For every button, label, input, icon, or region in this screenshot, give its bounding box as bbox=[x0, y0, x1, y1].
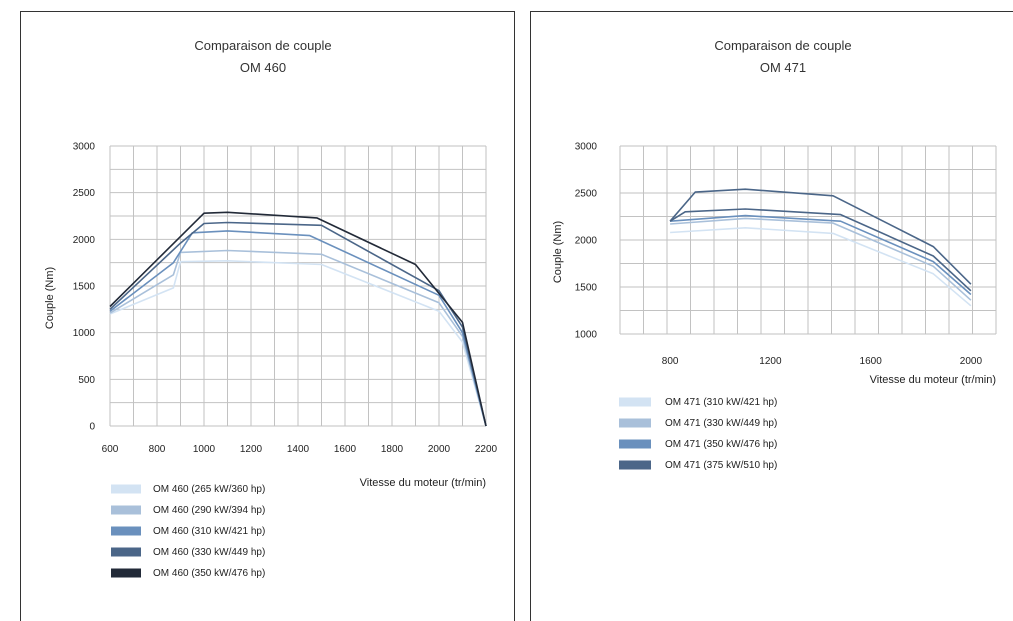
y-tick-label: 1500 bbox=[575, 283, 598, 294]
legend-label: OM 471 (330 kW/449 hp) bbox=[665, 418, 777, 429]
y-tick-label: 500 bbox=[78, 375, 95, 386]
legend-swatch bbox=[619, 418, 651, 428]
series-line bbox=[670, 217, 972, 301]
y-tick-label: 1000 bbox=[575, 330, 598, 341]
y-tick-label: 3000 bbox=[73, 142, 96, 153]
chart-subtitle: OM 460 bbox=[240, 60, 286, 75]
legend-label: OM 460 (330 kW/449 hp) bbox=[153, 547, 265, 558]
legend-label: OM 460 (350 kW/476 hp) bbox=[153, 568, 265, 579]
series-line bbox=[109, 260, 487, 427]
x-tick-label: 800 bbox=[149, 444, 166, 455]
legend-swatch bbox=[619, 439, 651, 449]
legend-label: OM 460 (290 kW/394 hp) bbox=[153, 505, 265, 516]
y-axis-label: Couple (Nm) bbox=[552, 221, 564, 283]
legend-label: OM 460 (265 kW/360 hp) bbox=[153, 484, 265, 495]
x-tick-label: 1200 bbox=[759, 356, 782, 367]
chart-subtitle: OM 471 bbox=[760, 60, 806, 75]
y-tick-label: 2500 bbox=[575, 189, 598, 200]
series-line bbox=[109, 211, 487, 427]
legend-swatch bbox=[111, 526, 141, 536]
x-tick-label: 1000 bbox=[193, 444, 216, 455]
chart-om471: Comparaison de couple OM 471 1000 1500 200… bbox=[552, 38, 997, 471]
legend-swatch bbox=[111, 547, 141, 557]
x-tick-label: 1400 bbox=[287, 444, 310, 455]
x-axis-label: Vitesse du moteur (tr/min) bbox=[870, 374, 996, 386]
y-tick-label: 0 bbox=[89, 422, 95, 433]
x-tick-label: 2000 bbox=[960, 356, 983, 367]
series-line bbox=[109, 230, 487, 427]
y-tick-label: 2500 bbox=[73, 188, 96, 199]
legend-label: OM 471 (310 kW/421 hp) bbox=[665, 397, 777, 408]
x-tick-label: 600 bbox=[102, 444, 119, 455]
series-line bbox=[109, 249, 487, 427]
series-line bbox=[670, 227, 972, 307]
chart-panel-om460: Comparaison de couple OM 460 0 500 1000 150… bbox=[20, 11, 515, 621]
legend-swatch bbox=[619, 397, 651, 407]
series-line bbox=[669, 188, 972, 285]
chart-om460: Comparaison de couple OM 460 0 500 1000 150… bbox=[44, 38, 498, 579]
legend-label: OM 471 (350 kW/476 hp) bbox=[665, 439, 777, 450]
legend-label: OM 471 (375 kW/510 hp) bbox=[665, 460, 777, 471]
chart-title: Comparaison de couple bbox=[194, 38, 331, 53]
x-tick-label: 1800 bbox=[381, 444, 404, 455]
chart-panel-om471: Comparaison de couple OM 471 1000 1500 200… bbox=[530, 11, 1013, 621]
x-tick-label: 800 bbox=[662, 356, 679, 367]
y-tick-label: 1500 bbox=[73, 282, 96, 293]
x-tick-label: 1200 bbox=[240, 444, 263, 455]
x-axis-label: Vitesse du moteur (tr/min) bbox=[360, 477, 486, 489]
chart-title: Comparaison de couple bbox=[714, 38, 851, 53]
legend-swatch bbox=[111, 484, 141, 494]
legend-swatch bbox=[619, 460, 651, 470]
y-tick-label: 2000 bbox=[575, 236, 598, 247]
y-tick-label: 1000 bbox=[73, 328, 96, 339]
legend-swatch bbox=[111, 568, 141, 578]
x-tick-label: 1600 bbox=[860, 356, 883, 367]
x-tick-label: 1600 bbox=[334, 444, 357, 455]
y-tick-label: 3000 bbox=[575, 142, 598, 153]
y-tick-label: 2000 bbox=[73, 235, 96, 246]
legend-label: OM 460 (310 kW/421 hp) bbox=[153, 526, 265, 537]
legend-swatch bbox=[111, 505, 141, 515]
y-axis-label: Couple (Nm) bbox=[44, 267, 56, 329]
series-line bbox=[109, 221, 487, 427]
x-tick-label: 2200 bbox=[475, 444, 498, 455]
series-line bbox=[670, 214, 972, 296]
x-tick-label: 2000 bbox=[428, 444, 451, 455]
series-line bbox=[669, 208, 972, 292]
